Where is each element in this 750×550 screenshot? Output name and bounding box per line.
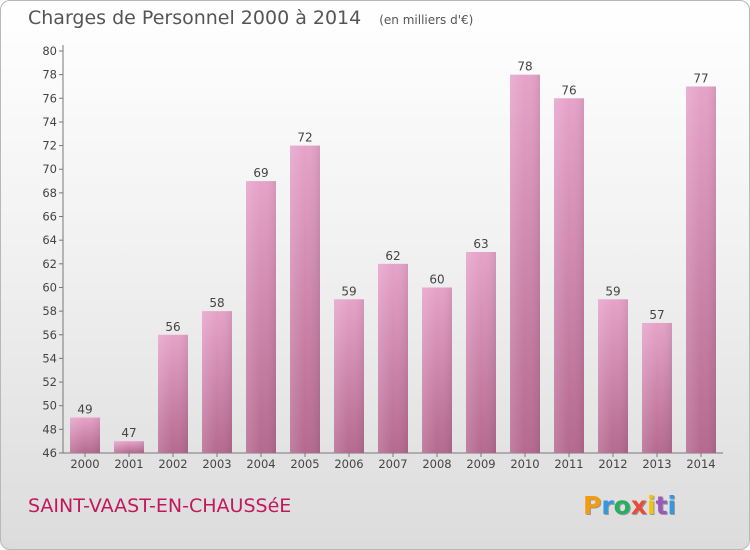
data-label: 62 xyxy=(385,249,400,263)
bar-sheen xyxy=(290,145,320,453)
logo-letter: P xyxy=(583,491,602,520)
data-label: 69 xyxy=(253,166,268,180)
x-tick-label: 2013 xyxy=(642,457,671,471)
x-tick-label: 2000 xyxy=(70,457,99,471)
x-tick-label: 2014 xyxy=(686,457,715,471)
bar-sheen xyxy=(70,417,100,453)
data-label: 77 xyxy=(693,71,708,85)
y-tick-label: 60 xyxy=(42,280,57,294)
y-tick-label: 64 xyxy=(42,233,57,247)
x-tick-label: 2006 xyxy=(334,457,363,471)
data-label: 60 xyxy=(429,272,444,286)
x-tick-label: 2005 xyxy=(290,457,319,471)
x-tick-label: 2011 xyxy=(554,457,583,471)
data-label: 78 xyxy=(517,60,532,74)
bar-sheen xyxy=(466,252,496,453)
x-tick-label: 2007 xyxy=(378,457,407,471)
bar-sheen xyxy=(554,98,584,453)
y-tick-label: 76 xyxy=(42,91,57,105)
commune-name: SAINT-VAAST-EN-CHAUSSéE xyxy=(28,495,292,517)
bar-sheen xyxy=(158,334,188,453)
logo-letter: t xyxy=(655,491,668,520)
logo-letter: i xyxy=(667,491,677,520)
bar-sheen xyxy=(642,322,672,453)
x-tick-label: 2001 xyxy=(114,457,143,471)
y-tick-label: 80 xyxy=(42,44,57,58)
x-tick-label: 2012 xyxy=(598,457,627,471)
data-label: 72 xyxy=(297,131,312,145)
y-tick-label: 48 xyxy=(42,422,57,436)
data-label: 47 xyxy=(121,426,136,440)
proxiti-logo: Proxiti xyxy=(583,491,676,520)
bar-sheen xyxy=(422,287,452,453)
logo-letter: o xyxy=(613,491,631,520)
logo-letter: i xyxy=(647,491,656,520)
data-label: 76 xyxy=(561,83,576,97)
y-tick-label: 50 xyxy=(42,399,57,413)
data-label: 59 xyxy=(605,284,620,298)
chart-title: Charges de Personnel 2000 à 2014 (en mill… xyxy=(28,7,473,29)
bar-sheen xyxy=(334,299,364,453)
y-tick-label: 78 xyxy=(42,68,57,82)
data-label: 63 xyxy=(473,237,488,251)
x-tick-label: 2004 xyxy=(246,457,275,471)
bar-sheen xyxy=(510,74,540,453)
y-tick-label: 52 xyxy=(42,375,57,389)
logo-letter: x xyxy=(630,491,647,520)
x-tick-label: 2010 xyxy=(510,457,539,471)
data-label: 49 xyxy=(77,403,92,417)
logo-letter: r xyxy=(601,491,614,520)
x-tick-label: 2002 xyxy=(158,457,187,471)
y-tick-label: 54 xyxy=(42,351,57,365)
data-label: 56 xyxy=(165,320,180,334)
y-tick-label: 74 xyxy=(42,115,57,129)
x-tick-label: 2008 xyxy=(422,457,451,471)
y-tick-label: 58 xyxy=(42,304,57,318)
bar-sheen xyxy=(114,441,144,453)
data-label: 58 xyxy=(209,296,224,310)
y-tick-label: 66 xyxy=(42,210,57,224)
data-label: 59 xyxy=(341,284,356,298)
chart-subtitle: (en milliers d'€) xyxy=(379,13,474,27)
x-tick-label: 2009 xyxy=(466,457,495,471)
x-tick-label: 2003 xyxy=(202,457,231,471)
y-tick-label: 72 xyxy=(42,139,57,153)
bar-sheen xyxy=(378,263,408,453)
chart-title-text: Charges de Personnel 2000 à 2014 xyxy=(28,7,362,29)
y-tick-label: 62 xyxy=(42,257,57,271)
bar-sheen xyxy=(246,181,276,453)
y-tick-label: 46 xyxy=(42,446,57,460)
y-tick-label: 56 xyxy=(42,328,57,342)
bar-sheen xyxy=(202,311,232,453)
bar-sheen xyxy=(686,86,716,454)
data-label: 57 xyxy=(649,308,664,322)
y-tick-label: 70 xyxy=(42,162,57,176)
y-tick-label: 68 xyxy=(42,186,57,200)
bar-sheen xyxy=(598,299,628,453)
